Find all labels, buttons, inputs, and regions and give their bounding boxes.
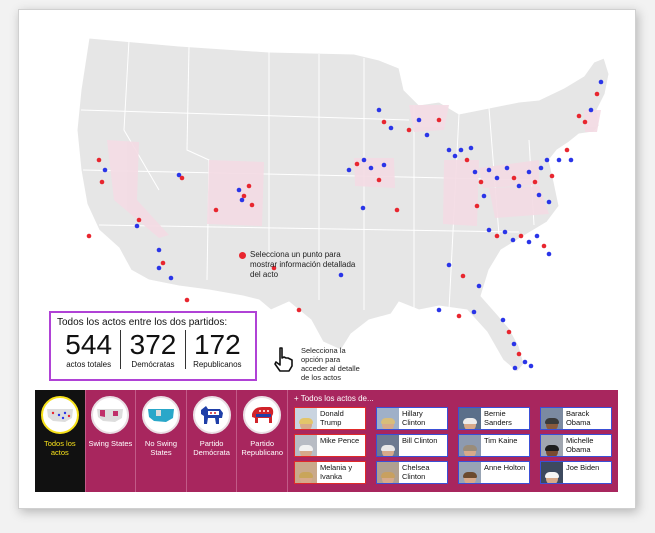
melania-ivanka-photo — [294, 462, 317, 483]
swing-states — [107, 105, 601, 238]
stat-total-label: actos totales — [66, 360, 112, 369]
option-democrat-party[interactable]: Partido Demócrata — [187, 390, 238, 492]
person-name: Tim Kaine — [483, 436, 518, 445]
mike-pence-photo — [294, 435, 317, 456]
red-dot-icon — [239, 252, 246, 259]
person-name: Michelle Obama — [565, 436, 594, 454]
app-frame: Selecciona un punto para mostrar informa… — [18, 9, 636, 509]
person-bernie-sanders[interactable]: Bernie Sanders — [457, 407, 530, 430]
bill-clinton-photo — [376, 435, 399, 456]
person-chelsea-clinton[interactable]: Chelsea Clinton — [375, 461, 448, 484]
stats-box: Todos los actos entre los dos partidos: … — [49, 311, 257, 381]
person-name: Chelsea Clinton — [401, 463, 430, 481]
barack-obama-photo — [540, 408, 563, 429]
stat-total: 544 actos totales — [57, 329, 122, 369]
us-map-red-icon — [91, 396, 130, 434]
option-republican-party-label: Partido Republicano — [241, 439, 284, 457]
map-hint-text: Selecciona un punto para mostrar informa… — [250, 250, 356, 279]
person-bill-clinton[interactable]: Bill Clinton — [375, 434, 448, 457]
michelle-obama-photo — [540, 435, 563, 456]
people-header: + Todos los actos de... — [293, 394, 374, 403]
person-barack-obama[interactable]: Barack Obama — [539, 407, 612, 430]
person-donald-trump[interactable]: Donald Trump — [293, 407, 366, 430]
option-swing-states[interactable]: Swing States — [86, 390, 137, 492]
donald-trump-photo — [294, 408, 317, 429]
tim-kaine-photo — [458, 435, 481, 456]
stat-democrat-label: Demócratas — [131, 360, 175, 369]
person-name: Anne Holton — [483, 463, 526, 472]
stat-republican: 172 Republicanos — [186, 329, 249, 370]
rally-dots[interactable] — [86, 79, 604, 371]
us-map-blue-icon — [141, 396, 180, 434]
person-tim-kaine[interactable]: Tim Kaine — [457, 434, 530, 457]
option-all-events-label: Todos los actos — [43, 439, 76, 457]
option-hint-text: Selecciona la opción para acceder al det… — [301, 346, 360, 382]
person-name: Bernie Sanders — [483, 409, 512, 427]
person-name: Hillary Clinton — [401, 409, 426, 427]
map-hint: Selecciona un punto para mostrar informa… — [239, 250, 360, 280]
option-hint: Selecciona la opción para acceder al det… — [273, 346, 363, 382]
option-no-swing-states-label: No Swing States — [144, 439, 178, 457]
stat-democrat-value: 372 — [129, 329, 177, 360]
stats-title: Todos los actos entre los dos partidos: — [57, 317, 228, 328]
republican-elephant-icon — [243, 396, 282, 434]
option-republican-party[interactable]: Partido Republicano — [237, 390, 288, 492]
democrat-donkey-icon — [192, 396, 231, 434]
person-melania-ivanka[interactable]: Melania y Ivanka — [293, 461, 366, 484]
pointing-hand-icon — [274, 347, 293, 372]
person-name: Joe Biden — [565, 463, 600, 472]
stat-republican-label: Republicanos — [193, 360, 242, 369]
stat-democrat: 372 Demócratas — [121, 329, 186, 369]
person-name: Donald Trump — [319, 409, 344, 427]
person-name: Barack Obama — [565, 409, 591, 427]
people-panel: + Todos los actos de... Donald Trump Hil… — [288, 390, 618, 492]
us-territory — [76, 37, 610, 373]
person-anne-holton[interactable]: Anne Holton — [457, 461, 530, 484]
person-name: Bill Clinton — [401, 436, 438, 445]
person-joe-biden[interactable]: Joe Biden — [539, 461, 612, 484]
stat-republican-value: 172 — [193, 329, 241, 360]
hillary-clinton-photo — [376, 408, 399, 429]
option-all-events[interactable]: Todos los actos — [35, 390, 86, 492]
option-swing-states-label: Swing States — [88, 439, 133, 448]
person-hillary-clinton[interactable]: Hillary Clinton — [375, 407, 448, 430]
option-no-swing-states[interactable]: No Swing States — [136, 390, 187, 492]
filter-panel: Todos los actos Swing States No Swing St… — [35, 390, 618, 492]
bernie-sanders-photo — [458, 408, 481, 429]
person-name: Melania y Ivanka — [319, 463, 353, 481]
people-grid: Donald Trump Hillary Clinton Bernie Sand… — [293, 407, 612, 484]
us-map-dots-icon — [40, 396, 79, 434]
person-mike-pence[interactable]: Mike Pence — [293, 434, 366, 457]
stat-total-value: 544 — [65, 329, 113, 360]
joe-biden-photo — [540, 462, 563, 483]
us-map[interactable] — [19, 10, 636, 390]
person-michelle-obama[interactable]: Michelle Obama — [539, 434, 612, 457]
anne-holton-photo — [458, 462, 481, 483]
option-democrat-party-label: Partido Demócrata — [193, 439, 230, 457]
chelsea-clinton-photo — [376, 462, 399, 483]
person-name: Mike Pence — [319, 436, 360, 445]
